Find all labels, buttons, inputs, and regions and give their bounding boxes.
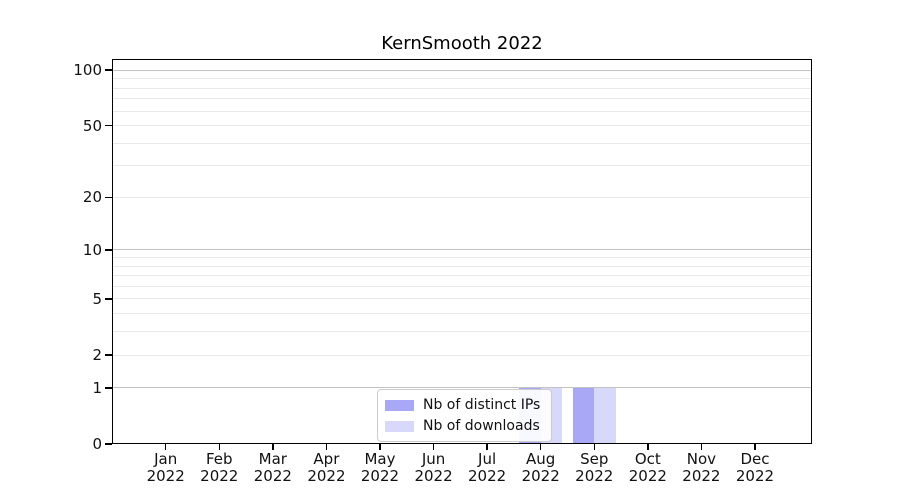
gridline-y-7 [112,275,812,277]
x-tick-label-jul: Jul 2022 [451,451,523,485]
y-tick-100 [105,69,112,71]
gridlines-layer [112,59,812,444]
legend: Nb of distinct IPs Nb of downloads [377,389,553,442]
gridline-y-10 [112,249,812,251]
bar-sep-downloads [594,387,616,444]
gridline-y-8 [112,265,812,267]
month-label: Jan [154,450,178,468]
gridline-y-30 [112,165,812,167]
y-tick-label-2: 2 [92,346,102,365]
x-tick-nov [700,444,703,450]
y-tick-1 [105,387,112,389]
gridline-y-5 [112,298,812,300]
gridline-y-90 [112,78,812,80]
y-tick-20 [105,196,112,199]
x-tick-label-dec: Dec 2022 [719,451,791,485]
y-tick-label-50: 50 [82,116,102,135]
y-tick-label-1: 1 [92,378,102,397]
x-tick-jul [486,444,488,450]
year-label: 2022 [575,467,614,485]
x-tick-label-aug: Aug 2022 [505,451,577,485]
month-label: Feb [205,450,233,468]
gridline-y-3 [112,331,812,333]
axis-ticks-layer: 100 50 20 10 5 2 1 0 Jan 2022 Feb 2022 Mar 2022 Apr 202… [73,59,812,484]
x-tick-may [379,444,381,450]
plot-area: 100 50 20 10 5 2 1 0 Jan 2022 Feb 2022 Mar 2022 Apr 202… [73,59,812,485]
bar-sep-distinct-ips [572,387,595,444]
gridline-y-100 [112,69,812,71]
year-label: 2022 [307,467,346,485]
gridline-y-6 [112,285,812,287]
month-label: Aug [526,450,556,468]
month-label: Jul [478,450,497,468]
x-tick-label-may: May 2022 [344,451,416,485]
month-label: Dec [740,450,770,468]
legend-item-0: Nb of distinct IPs [385,397,540,413]
month-label: Apr [313,450,340,468]
x-tick-mar [272,444,274,450]
y-tick-5 [105,298,112,300]
legend-swatch-icon [385,399,414,411]
y-tick-label-100: 100 [73,61,102,80]
y-tick-label-10: 10 [82,240,102,259]
x-tick-apr [325,444,328,450]
month-label: Mar [258,450,287,468]
gridline-y-2 [112,354,812,356]
year-label: 2022 [628,467,667,485]
x-tick-label-sep: Sep 2022 [558,451,630,485]
year-label: 2022 [360,467,400,485]
x-tick-dec [754,444,756,450]
y-tick-2 [105,354,112,356]
x-tick-oct [647,444,649,450]
gridline-y-70 [112,98,812,100]
x-tick-sep [593,444,595,450]
month-label: Oct [634,450,661,468]
y-tick-label-0: 0 [92,435,102,453]
year-label: 2022 [468,467,507,485]
legend-label: Nb of downloads [423,418,540,434]
x-tick-label-apr: Apr 2022 [290,451,362,485]
gridline-y-20 [112,196,812,198]
x-tick-label-mar: Mar 2022 [237,451,309,485]
x-tick-jan [164,444,167,450]
month-label: Jun [421,450,446,468]
x-tick-label-feb: Feb 2022 [183,451,255,485]
year-label: 2022 [521,467,560,485]
gridline-y-9 [112,257,812,258]
month-label: Nov [686,450,717,468]
x-tick-aug [539,444,542,450]
gridline-y-50 [112,125,812,127]
year-label: 2022 [200,467,239,485]
x-tick-label-nov: Nov 2022 [665,451,737,485]
y-tick-0 [105,443,112,445]
year-label: 2022 [682,467,721,485]
gridline-y-60 [112,110,812,112]
gridline-y-4 [112,313,812,315]
legend-item-1: Nb of downloads [385,418,540,434]
month-label: May [364,450,396,468]
year-label: 2022 [735,467,775,485]
x-tick-jun [432,444,435,450]
x-tick-label-oct: Oct 2022 [612,451,684,485]
x-tick-label-jan: Jan 2022 [130,451,202,485]
year-label: 2022 [253,467,292,485]
year-label: 2022 [146,467,185,485]
chart-title: KernSmooth 2022 [381,33,543,54]
month-label: Sep [580,450,609,468]
y-tick-10 [105,249,112,251]
gridline-y-80 [112,87,812,89]
gridline-y-40 [112,142,812,144]
x-tick-label-jun: Jun 2022 [398,451,470,485]
gridline-y-1 [112,387,812,389]
y-tick-label-5: 5 [92,289,102,308]
y-tick-50 [105,124,112,127]
legend-label: Nb of distinct IPs [423,397,541,413]
legend-swatch-icon [385,420,414,432]
y-tick-label-20: 20 [82,188,102,207]
year-label: 2022 [414,467,453,485]
x-tick-feb [218,444,221,450]
